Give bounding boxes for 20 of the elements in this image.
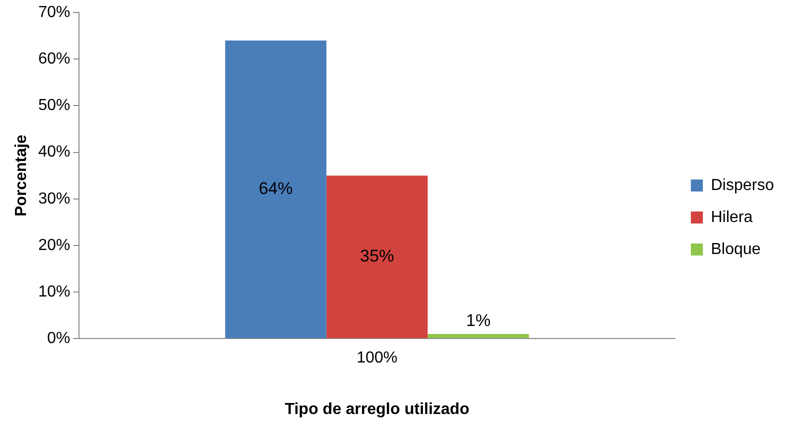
legend-label: Bloque <box>710 240 761 258</box>
legend-label: Disperso <box>710 176 774 194</box>
y-tick-label: 40% <box>38 144 70 161</box>
data-label: 64% <box>258 179 293 198</box>
y-axis-title: Porcentaje <box>13 134 30 217</box>
data-label: 35% <box>360 246 394 266</box>
bar <box>326 176 428 338</box>
bar <box>428 334 529 338</box>
y-tick-label: 0% <box>47 330 70 348</box>
y-tick-label: 20% <box>38 236 70 254</box>
y-tick-label: 70% <box>38 4 70 22</box>
bar <box>225 40 326 338</box>
y-tick-label: 50% <box>38 97 70 114</box>
y-tick-label: 10% <box>38 283 70 300</box>
x-axis-title: Tipo de arreglo utilizado <box>284 400 470 418</box>
legend-label: Hilera <box>710 208 753 226</box>
data-label: 1% <box>466 311 491 330</box>
x-tick-label: 100% <box>356 350 398 367</box>
y-tick-label: 60% <box>38 50 70 68</box>
y-tick-label: 30% <box>38 190 70 208</box>
